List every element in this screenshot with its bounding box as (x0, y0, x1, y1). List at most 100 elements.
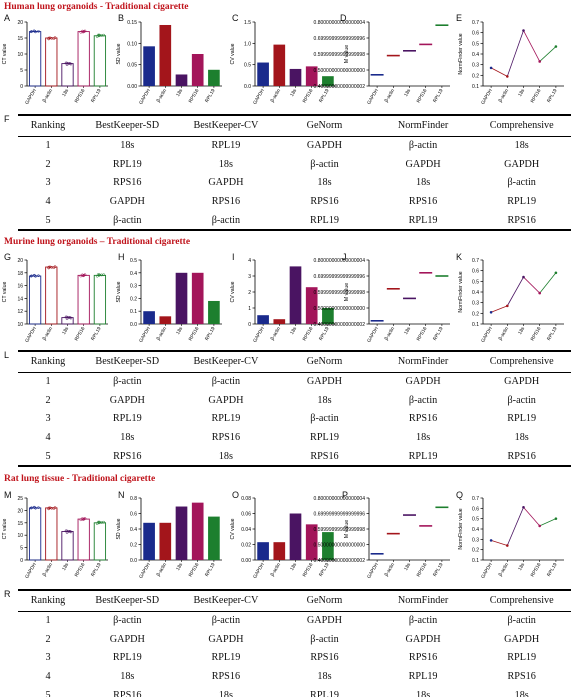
x-tick-label: RPS16 (530, 326, 543, 342)
data-point (506, 304, 509, 308)
bar (77, 518, 90, 561)
table-row: 2 GAPDH GAPDH 18s β-actin β-actin (18, 391, 571, 410)
y-tick-label: 0.69999999999999996 (314, 274, 366, 280)
y-axis-label: M value (344, 520, 350, 538)
x-tick-label: β-actin (270, 326, 283, 342)
table-row: 3 RPL19 RPL19 RPS16 RPS16 RPL19 (18, 649, 571, 668)
table-cell: β-actin (113, 376, 142, 388)
table-row: 4 GAPDH RPS16 RPS16 RPS16 RPL19 (18, 192, 571, 211)
ranking-table-human: Ranking BestKeeper-SD BestKeeper-CV GeNorm N… (18, 114, 571, 231)
y-axis-label: NormFinder value (458, 508, 464, 549)
y-tick-label: 0.50000000000000000 (314, 543, 366, 549)
chart-m-murine: 0.40000000000000002 0.50000000000000000 0.… (314, 258, 450, 344)
y-tick-label: 0.4 (130, 527, 137, 533)
table-cell: RPS16 (408, 413, 438, 425)
y-tick-label: 0.59999999999999998 (314, 527, 366, 533)
data-point (554, 517, 558, 520)
bar (175, 74, 188, 86)
table-cell: β-actin (507, 394, 536, 406)
table-cell: β-actin (113, 615, 142, 627)
table-cell: RPS16 (211, 196, 241, 208)
panel-letter-g: G (4, 252, 12, 262)
table-cell: GAPDH (405, 376, 441, 388)
bar (28, 275, 42, 325)
x-tick-label: GAPDH (24, 88, 38, 106)
series-line (523, 30, 541, 62)
y-tick-label: 0.15 (127, 20, 137, 26)
bar (289, 266, 302, 324)
table-row: 1 18s RPL19 GAPDH β-actin 18s (18, 136, 571, 155)
y-tick-label: 0.02 (241, 543, 251, 549)
y-tick-label: 0.0 (130, 558, 137, 564)
y-tick-label: 0.4 (472, 52, 479, 58)
data-point (81, 517, 84, 520)
x-tick-label: β-actin (498, 326, 511, 342)
table-header: BestKeeper-SD (78, 350, 177, 373)
x-tick-label: GAPDH (366, 88, 380, 106)
table-row: 5 β-actin β-actin RPL19 RPL19 RPS16 (18, 211, 571, 231)
table-header: Ranking (18, 350, 78, 373)
y-tick-label: 0.50000000000000000 (314, 306, 366, 312)
table-row: 2 RPL19 18s β-actin GAPDH GAPDH (18, 155, 571, 174)
table-cell: GAPDH (109, 394, 145, 406)
table-cell: RPS16 (472, 447, 571, 467)
y-tick-label: 0.50000000000000000 (314, 68, 366, 74)
y-axis-label: CV value (230, 518, 236, 539)
table-header: BestKeeper-CV (176, 589, 276, 612)
table-row: 1 β-actin β-actin GAPDH β-actin β-actin (18, 611, 571, 630)
x-tick-label: RPS16 (74, 562, 87, 578)
y-tick-label: 3 (248, 274, 251, 280)
table-cell: RPL19 (112, 652, 142, 664)
y-tick-label: 14 (17, 296, 23, 302)
y-tick-label: 10 (17, 533, 23, 539)
y-tick-label: 0.4 (472, 290, 479, 296)
table-header: GeNorm (275, 589, 374, 612)
x-tick-label: 18s (289, 87, 298, 97)
data-point (52, 507, 56, 510)
bar (322, 308, 334, 324)
y-tick-label: 16 (17, 284, 23, 290)
x-tick-label: GAPDH (480, 88, 494, 106)
y-tick-label: 0.69999999999999996 (314, 36, 366, 42)
bar (175, 272, 188, 324)
x-tick-label: β-actin (42, 88, 55, 104)
x-tick-label: RPL19 (318, 326, 331, 342)
table-cell: 5 (18, 211, 78, 231)
bar (143, 46, 155, 86)
table-cell: RPL19 (211, 413, 241, 425)
y-tick-label: 0.1 (472, 322, 479, 328)
bar (143, 311, 155, 324)
ranking-table-rat: Ranking BestKeeper-SD BestKeeper-CV GeNorm N… (18, 589, 571, 697)
panel-letter-f: F (4, 114, 10, 124)
x-tick-label: RPL19 (546, 88, 559, 104)
x-tick-label: RPL19 (546, 326, 559, 342)
y-tick-label: 18 (17, 271, 23, 277)
table-row: 5 RPS16 18s RPL19 18s 18s (18, 686, 571, 697)
x-tick-label: GAPDH (252, 88, 266, 106)
table-header: NormFinder (373, 350, 473, 373)
bar (93, 274, 107, 325)
table-cell: RPL19 (211, 652, 241, 664)
y-tick-label: 0 (248, 322, 251, 328)
bar (61, 63, 74, 87)
y-tick-label: 0.80000000000000004 (314, 20, 366, 26)
table-cell: 2 (45, 633, 51, 645)
x-tick-label: RPS16 (416, 88, 429, 104)
series-line (490, 67, 508, 77)
y-tick-label: 0.3 (472, 301, 479, 307)
y-tick-label: 0.5 (244, 63, 251, 69)
chart-m-human: 0.40000000000000002 0.50000000000000000 0.… (314, 20, 450, 106)
table-cell: 4 (45, 196, 51, 208)
x-tick-label: GAPDH (252, 326, 266, 344)
table-cell: 2 (45, 158, 51, 170)
series-line (506, 30, 524, 77)
table-cell: 18s (373, 686, 473, 697)
bar (289, 68, 302, 86)
panel-letter-p: P (342, 490, 349, 500)
table-cell: RPL19 (112, 158, 142, 170)
x-tick-label: GAPDH (366, 326, 380, 344)
y-tick-label: 0.1 (472, 558, 479, 564)
x-tick-label: GAPDH (480, 326, 494, 344)
series-line (539, 272, 557, 294)
chart-ct-murine: 10 12 14 16 18 20 CT value GAPDH β-actin 18s RPS16… (2, 258, 108, 344)
